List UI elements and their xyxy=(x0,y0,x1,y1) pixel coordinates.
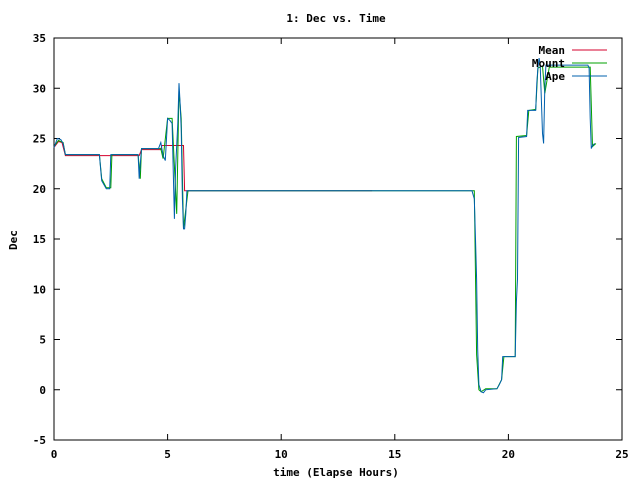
series-layer xyxy=(53,58,597,394)
legend-label-ape: Ape xyxy=(545,70,565,83)
y-tick-label: 20 xyxy=(33,183,46,196)
x-tick-label: 15 xyxy=(388,448,401,461)
x-axis-label: time (Elapse Hours) xyxy=(273,466,399,479)
y-tick-label: 25 xyxy=(33,133,46,146)
y-axis: -5 0 5 10 15 20 25 30 35 xyxy=(33,32,622,447)
series-line-ape xyxy=(53,58,596,394)
chart-title: 1: Dec vs. Time xyxy=(286,12,386,25)
series-line-mount xyxy=(53,65,597,393)
legend-label-mount: Mount xyxy=(532,57,565,70)
y-tick-label: 30 xyxy=(33,82,46,95)
y-tick-label: 35 xyxy=(33,32,46,45)
y-tick-label: 5 xyxy=(39,334,46,347)
y-tick-label: -5 xyxy=(33,434,46,447)
series-line-mean xyxy=(53,140,373,192)
y-tick-label: 0 xyxy=(39,384,46,397)
y-tick-label: 10 xyxy=(33,283,46,296)
plot-frame xyxy=(53,37,623,441)
x-tick-label: 0 xyxy=(51,448,58,461)
y-tick-label: 15 xyxy=(33,233,46,246)
x-tick-label: 10 xyxy=(275,448,288,461)
y-axis-label: Dec xyxy=(7,230,20,250)
x-axis: 0 5 10 15 20 25 xyxy=(51,38,629,461)
x-tick-label: 5 xyxy=(164,448,171,461)
x-tick-label: 20 xyxy=(502,448,515,461)
legend-label-mean: Mean xyxy=(539,44,566,57)
x-tick-label: 25 xyxy=(615,448,628,461)
